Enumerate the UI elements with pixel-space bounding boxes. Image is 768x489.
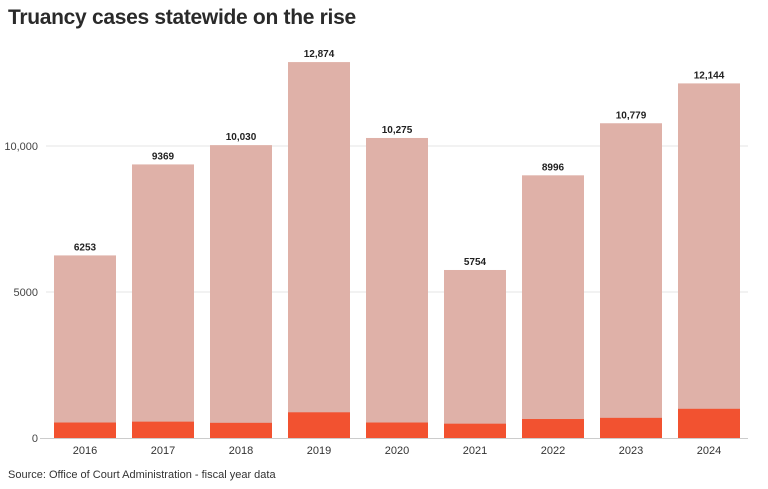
bar-highlight-2024 <box>678 408 740 438</box>
bar-highlight-2016 <box>54 422 116 438</box>
bar-highlight-2020 <box>366 422 428 438</box>
x-axis-ticks: 2016 2017 2018 2019 2020 2021 2022 2023 2024 <box>73 445 721 457</box>
x-tick-label-2024: 2024 <box>697 445 721 457</box>
bar-total-2021 <box>444 269 506 438</box>
y-tick-label: 0 <box>32 433 38 445</box>
bar-total-2016 <box>54 255 116 438</box>
bar-highlight-2018 <box>210 422 272 438</box>
bar-total-2023 <box>600 123 662 438</box>
bar-total-2024 <box>678 83 740 438</box>
x-tick-label-2022: 2022 <box>541 445 565 457</box>
x-tick-label-2018: 2018 <box>229 445 253 457</box>
data-label-2020: 10,275 <box>382 125 413 136</box>
bar-highlight-2021 <box>444 423 506 438</box>
data-label-2021: 5754 <box>464 257 487 268</box>
data-label-2022: 8996 <box>542 162 565 173</box>
y-tick-label: 5000 <box>14 287 38 299</box>
x-tick-label-2021: 2021 <box>463 445 487 457</box>
data-labels: 6253 9369 10,030 12,874 10,275 5754 8996 10,779… <box>74 49 725 268</box>
x-tick-label-2016: 2016 <box>73 445 97 457</box>
data-label-2019: 12,874 <box>304 49 335 60</box>
bar-highlight-2023 <box>600 417 662 438</box>
x-tick-label-2020: 2020 <box>385 445 409 457</box>
bar-total-2020 <box>366 137 428 438</box>
x-tick-label-2019: 2019 <box>307 445 331 457</box>
bar-total-2019 <box>288 62 350 439</box>
y-tick-label: 10,000 <box>4 141 38 153</box>
x-tick-label-2017: 2017 <box>151 445 175 457</box>
chart-title: Truancy cases statewide on the rise <box>8 6 356 29</box>
bar-highlight-2017 <box>132 421 194 438</box>
data-label-2018: 10,030 <box>226 132 257 143</box>
source-note: Source: Office of Court Administration -… <box>8 469 276 481</box>
bars <box>54 62 740 439</box>
bar-total-2022 <box>522 175 584 438</box>
data-label-2016: 6253 <box>74 242 97 253</box>
y-axis-ticks: 0 5000 10,000 <box>4 141 38 445</box>
data-label-2024: 12,144 <box>694 70 725 81</box>
x-tick-label-2023: 2023 <box>619 445 643 457</box>
bar-highlight-2019 <box>288 412 350 438</box>
bar-total-2018 <box>210 145 272 438</box>
bar-highlight-2022 <box>522 419 584 438</box>
bar-total-2017 <box>132 164 194 438</box>
data-label-2023: 10,779 <box>616 110 647 121</box>
data-label-2017: 9369 <box>152 151 175 162</box>
